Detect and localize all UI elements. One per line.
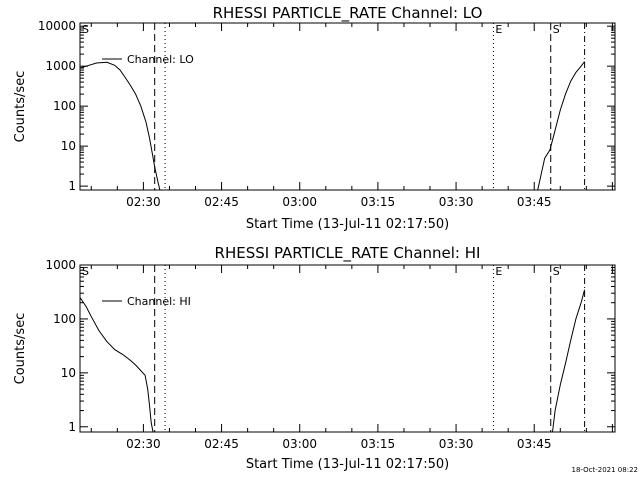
y-tick-label: 10000 [38, 19, 76, 33]
legend-entry: Channel: HI [127, 295, 191, 308]
y-axis-label: Counts/sec [13, 71, 28, 143]
y-tick-label: 100 [53, 312, 76, 326]
y-tick-label: 100 [53, 99, 76, 113]
y-tick-label: 1 [68, 179, 76, 193]
series-line [537, 61, 585, 191]
timestamp-label: 18-Oct-2021 08:22 [571, 466, 638, 474]
x-tick-label: 03:00 [282, 437, 317, 451]
x-tick-label: 03:15 [361, 195, 396, 209]
y-tick-label: 1000 [45, 59, 76, 73]
event-marker-label: S [82, 265, 89, 278]
chart-panel-1: RHESSI PARTICLE_RATE Channel: LO Start Ti… [13, 4, 616, 232]
event-marker-label: S [553, 23, 560, 36]
event-marker-label: S [82, 23, 89, 36]
chart-title: RHESSI PARTICLE_RATE Channel: LO [213, 4, 483, 23]
series-line [79, 297, 154, 433]
x-tick-label: 02:45 [204, 195, 239, 209]
x-axis-label: Start Time (13-Jul-11 02:17:50) [246, 457, 449, 472]
plot-frame [79, 22, 616, 191]
legend-entry: Channel: LO [127, 53, 194, 66]
event-marker-label: E [495, 23, 502, 36]
y-axis-label: Counts/sec [13, 313, 28, 385]
x-tick-label: 03:00 [282, 195, 317, 209]
event-marker-label: S [553, 265, 560, 278]
x-tick-label: 03:45 [517, 437, 552, 451]
y-tick-label: 10 [61, 366, 76, 380]
x-tick-label: 02:45 [204, 437, 239, 451]
x-tick-label: 03:15 [361, 437, 396, 451]
series-line [79, 61, 161, 191]
y-tick-label: 10 [61, 139, 76, 153]
y-tick-label: 1000 [45, 258, 76, 272]
x-tick-label: 02:30 [126, 195, 161, 209]
chart-title: RHESSI PARTICLE_RATE Channel: HI [215, 244, 481, 263]
x-tick-label: 02:30 [126, 437, 161, 451]
plot-frame [79, 264, 616, 433]
x-tick-label: 03:30 [439, 195, 474, 209]
series-line [552, 289, 586, 433]
x-tick-label: 03:45 [517, 195, 552, 209]
chart-panel-2: RHESSI PARTICLE_RATE Channel: HI Start Ti… [13, 244, 616, 472]
y-tick-label: 1 [68, 420, 76, 434]
event-marker-label: E [495, 265, 502, 278]
x-tick-label: 03:30 [439, 437, 474, 451]
x-axis-label: Start Time (13-Jul-11 02:17:50) [246, 217, 449, 232]
